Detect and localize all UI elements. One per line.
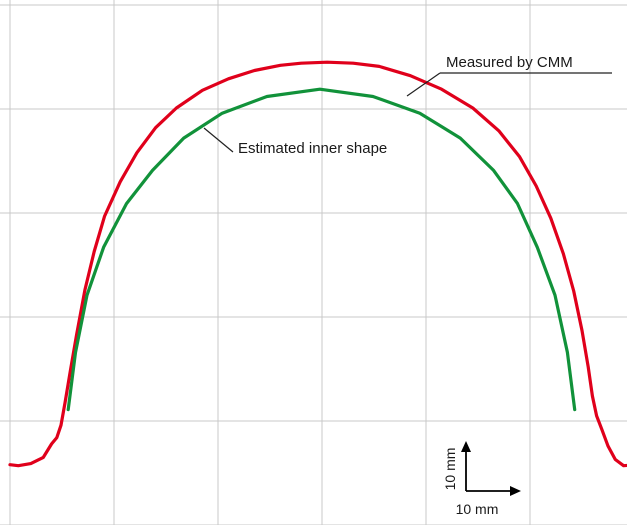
scale-bar-up-arrow [461,441,471,452]
annotation-measured: Measured by CMM [406,54,612,97]
annotation-estimated-label: Estimated inner shape [238,140,387,157]
annotation-estimated: Estimated inner shape [203,127,387,157]
scale-bar-x-label: 10 mm [456,501,499,517]
annotation-measured-leader [406,72,441,97]
series-measured-line [8,60,627,468]
series-estimated-line [66,87,577,412]
scale-bar: 10 mm 10 mm [442,441,521,517]
annotation-measured-label: Measured by CMM [446,54,573,71]
scale-bar-right-arrow [510,486,521,496]
annotation-estimated-leader [203,127,234,153]
scale-bar-y-label: 10 mm [442,448,458,491]
